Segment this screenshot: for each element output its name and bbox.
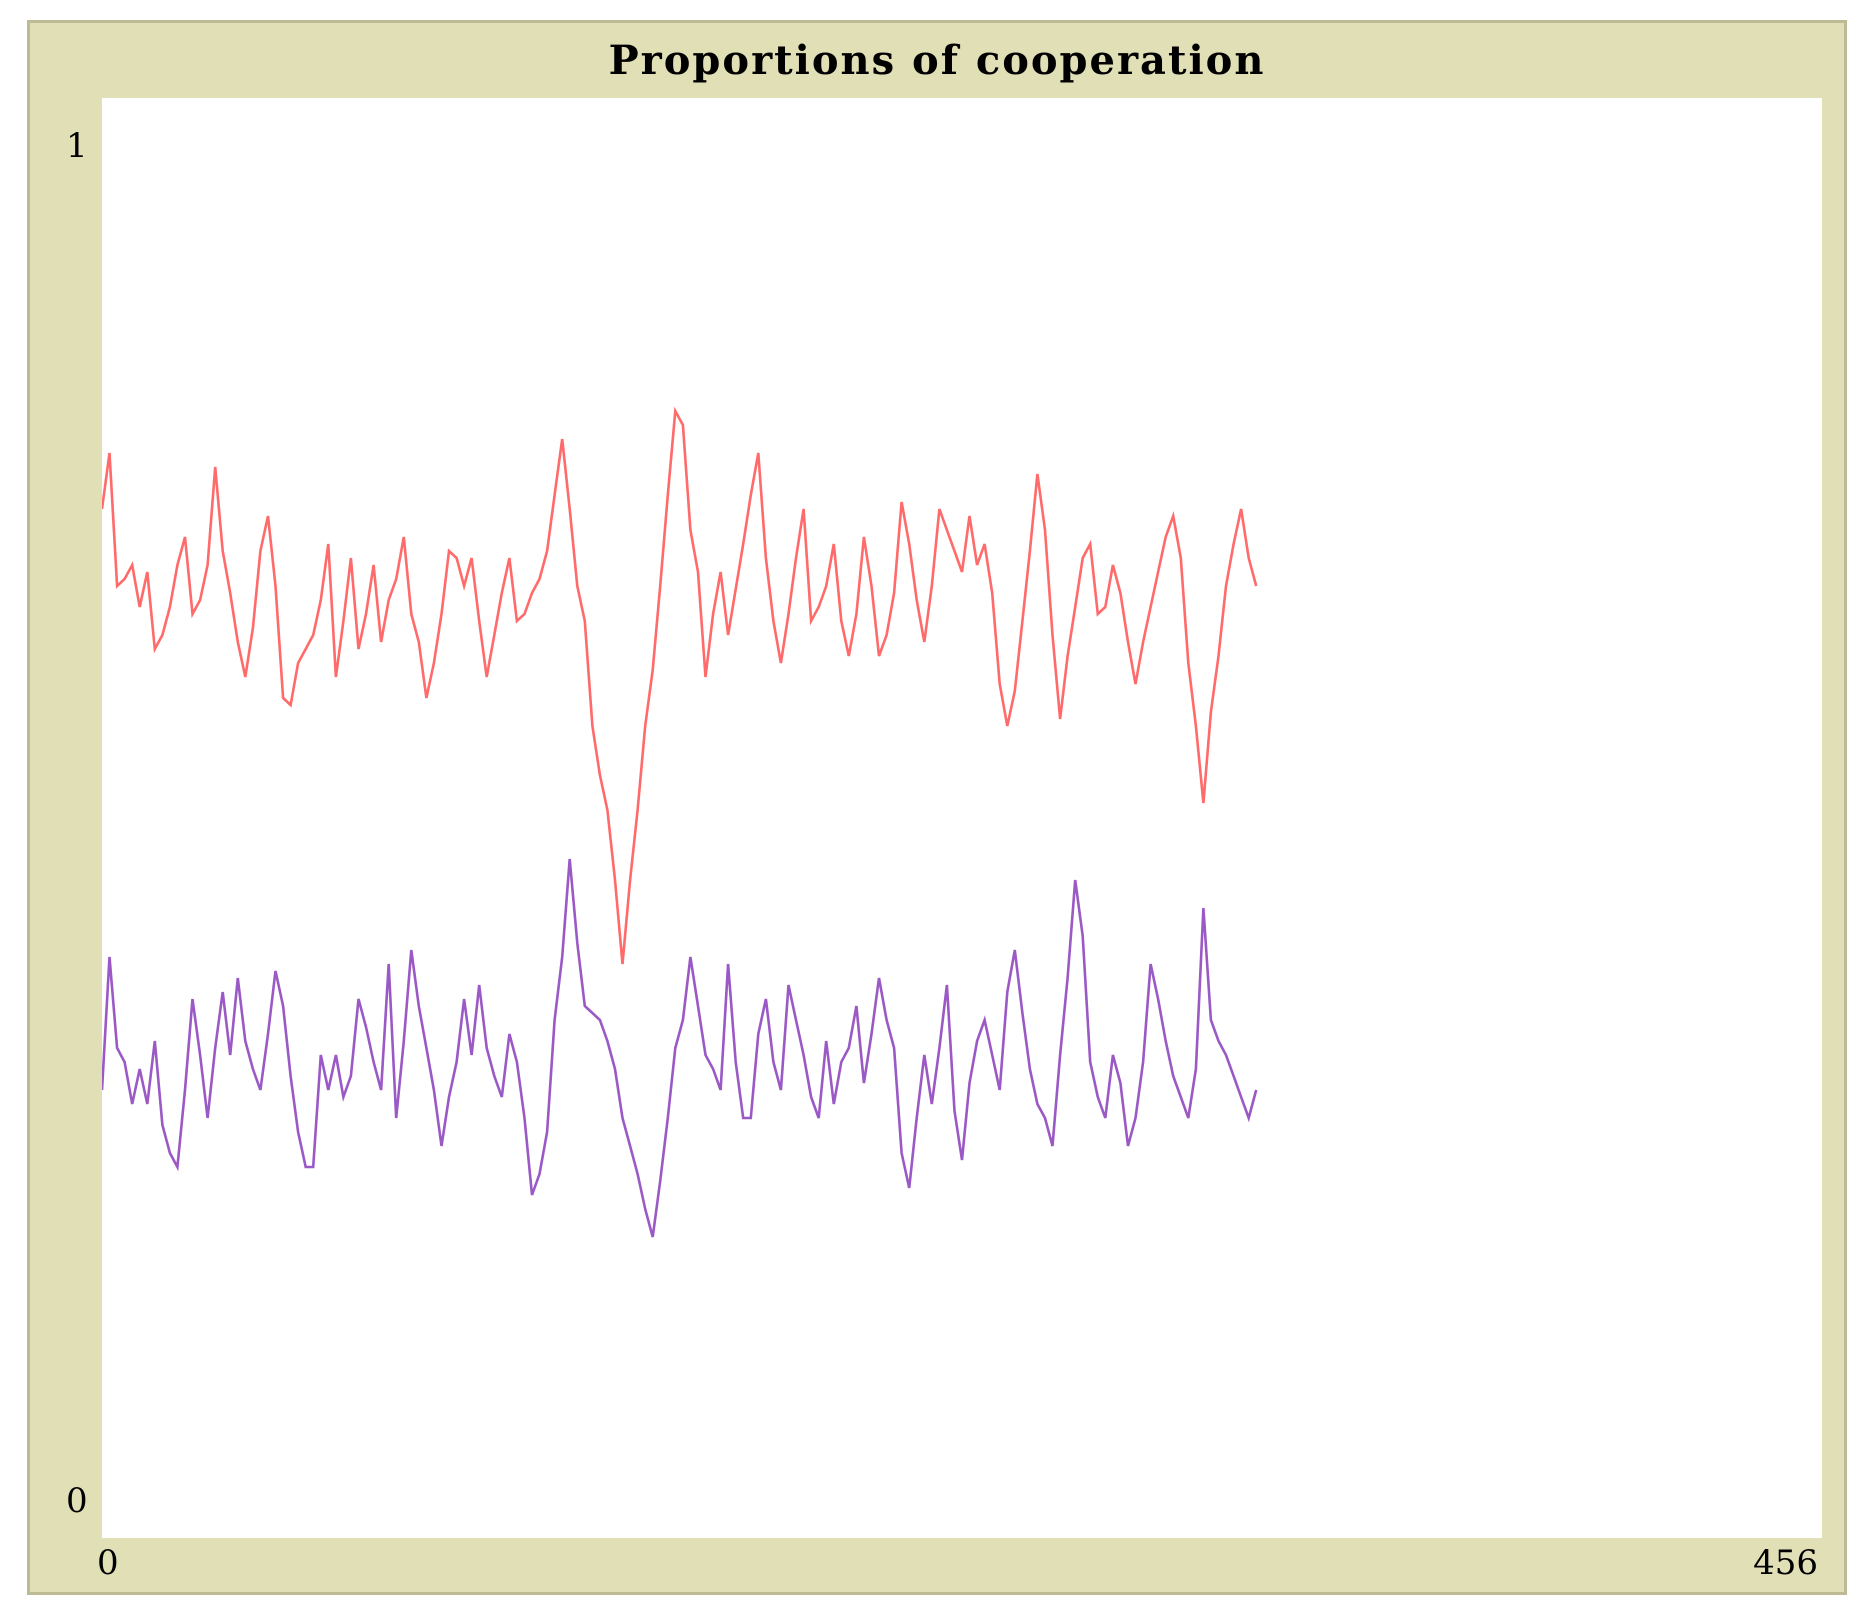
plot-title: Proportions of cooperation	[608, 37, 1266, 84]
series-line-2	[102, 858, 1258, 1238]
plot-widget: Proportions of cooperation 1 0 0 456	[27, 20, 1847, 1595]
series-line-1	[102, 406, 1258, 965]
y-axis-max-label: 1	[66, 126, 88, 166]
y-axis-min-label: 0	[66, 1481, 88, 1521]
chart-svg	[102, 406, 1258, 1238]
x-axis-max-label: 456	[1753, 1543, 1818, 1583]
x-axis-min-label: 0	[97, 1543, 119, 1583]
plot-area	[102, 98, 1822, 1538]
series-layer	[102, 406, 1258, 1238]
